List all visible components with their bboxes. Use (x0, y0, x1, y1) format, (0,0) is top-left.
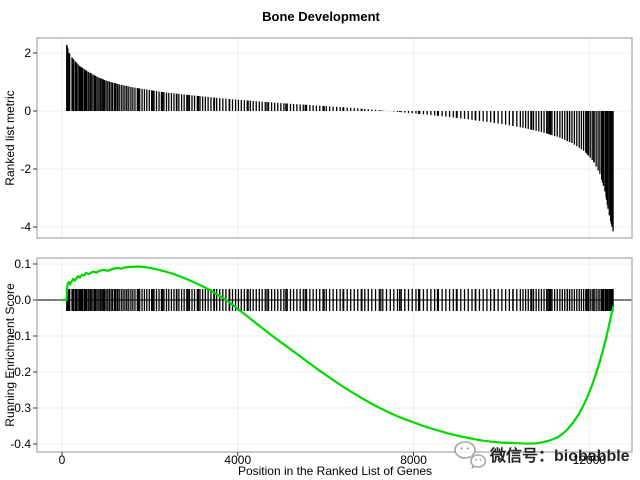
y-tick-label: -0.4 (10, 437, 31, 451)
metric-panel-border (36, 37, 633, 239)
es-y-axis-label: Running Enrichment Score (3, 283, 17, 427)
y-tick-label: -0.3 (10, 401, 31, 415)
metric-y-axis-label: Ranked list metric (3, 90, 17, 185)
es-panel-axis: 0.1 0.0 -0.1 -0.2 -0.3 -0.4 (10, 257, 37, 451)
wechat-eye-right (466, 447, 469, 450)
y-tick-label: 0 (24, 104, 31, 118)
y-tick-label: -0.2 (10, 365, 31, 379)
wechat-small-eye-left (474, 458, 477, 461)
x-axis-label: Position in the Ranked List of Genes (238, 464, 432, 478)
x-tick-label: 12000 (573, 453, 607, 467)
es-curve-path (60, 265, 615, 445)
es-panel-background (37, 258, 632, 452)
x-axis: 0 4000 8000 12000 (59, 452, 607, 467)
y-tick-label: -2 (20, 162, 31, 176)
y-tick-label: 0.0 (14, 293, 31, 307)
metric-panel-axis: 2 0 -2 -4 (20, 46, 37, 234)
x-tick-label: 8000 (400, 453, 427, 467)
wechat-small-eye-right (479, 458, 482, 461)
y-tick-label: -4 (20, 220, 31, 234)
gene-hit-ticks (66, 289, 614, 311)
y-tick-label: -0.1 (10, 329, 31, 343)
metric-bars (66, 44, 614, 232)
enrichment-score-curve (60, 265, 615, 445)
watermark-text: 微信号：biobabble (489, 446, 630, 465)
metric-panel-background (37, 38, 632, 238)
wechat-icon (454, 441, 487, 469)
chart-title: Bone Development (262, 9, 380, 24)
wechat-eye-left (460, 447, 463, 450)
wechat-bubble-small (470, 454, 487, 469)
watermark: 微信号：biobabble (454, 441, 630, 469)
x-tick-label: 0 (59, 453, 66, 467)
y-tick-label: 2 (24, 46, 31, 60)
y-tick-label: 0.1 (14, 257, 31, 271)
x-tick-label: 4000 (224, 453, 251, 467)
es-panel-border (36, 257, 633, 453)
metric-panel-gridlines (37, 38, 632, 238)
wechat-bubble-large (454, 441, 476, 460)
